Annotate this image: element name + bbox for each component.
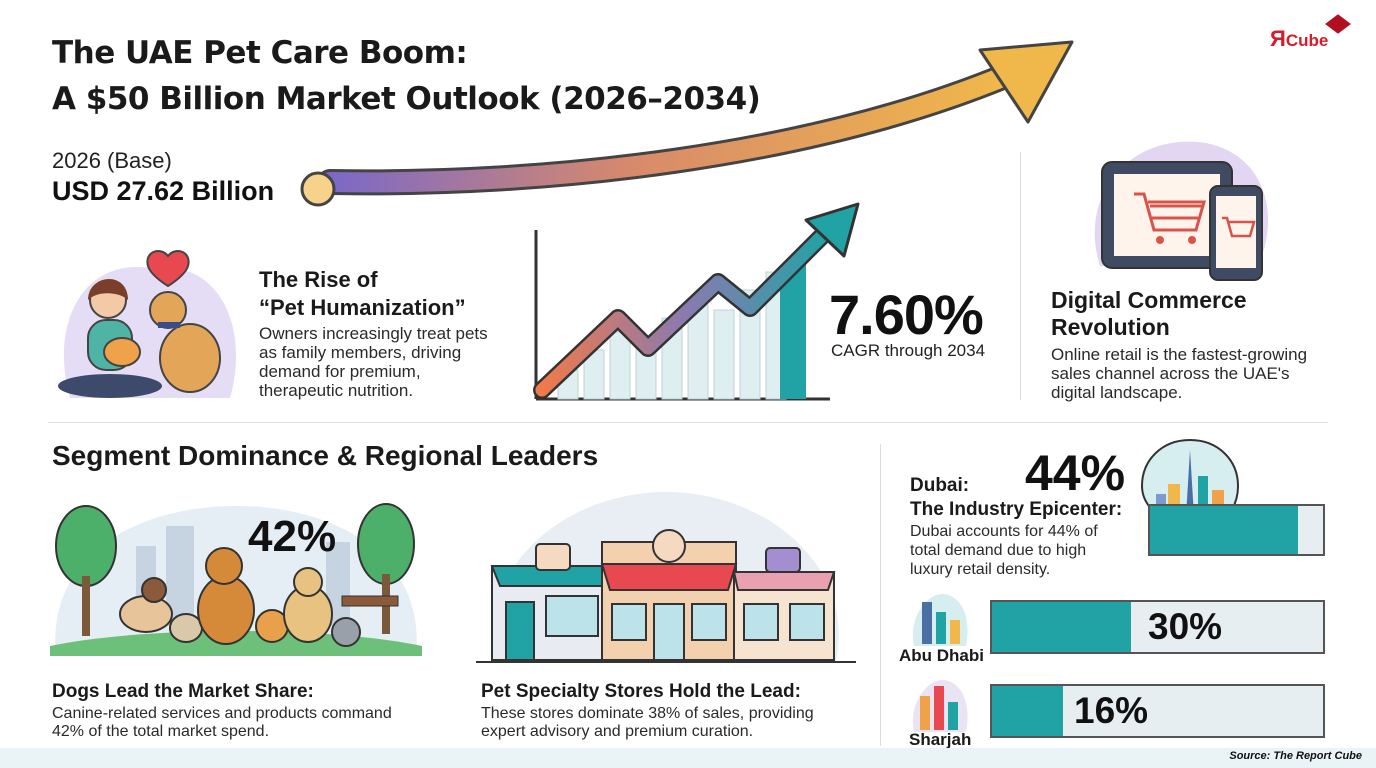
humanization-body: Owners increasingly treat pets as family… <box>259 324 488 400</box>
digital-title-line-1: Digital Commerce <box>1051 287 1247 313</box>
abu-dhabi-pct: 30% <box>1148 606 1223 647</box>
segment-heading: Segment Dominance & Regional Leaders <box>52 440 599 471</box>
dubai-body-line-1: Dubai accounts for 44% of <box>910 523 1098 540</box>
stores-body-line-1: These stores dominate 38% of sales, prov… <box>481 705 814 722</box>
dubai-share-bar <box>1148 504 1325 556</box>
title-line-2: A $50 Billion Market Outlook (2026–2034) <box>52 81 761 117</box>
dubai-share-fill <box>1150 506 1299 554</box>
divider <box>1020 152 1021 400</box>
sharjah-share-bar: 16% <box>990 684 1325 738</box>
humanization-title-line-1: The Rise of <box>259 267 378 292</box>
title-line-1: The UAE Pet Care Boom: <box>52 35 468 71</box>
digital-body-line-3: digital landscape. <box>1051 383 1183 402</box>
online-shopping-illustration <box>1094 141 1269 281</box>
dubai-body-line-2: total demand due to high <box>910 542 1087 559</box>
dubai-body-line-3: luxury retail density. <box>910 561 1051 578</box>
heart-icon <box>146 250 190 288</box>
dubai-pct: 44% <box>1025 445 1126 501</box>
divider <box>880 444 881 746</box>
digital-body-line-2: sales channel across the UAE's <box>1051 364 1290 383</box>
digital-title: Digital Commerce Revolution <box>1051 287 1247 341</box>
paw-icon <box>652 529 686 563</box>
humanization-body-line-3: demand for premium, <box>259 362 421 381</box>
cagr-label: CAGR through 2034 <box>831 341 986 360</box>
pet-stores-illustration <box>476 492 856 663</box>
cart-icon <box>1134 192 1206 232</box>
abu-dhabi-share-fill <box>992 602 1132 652</box>
stores-title: Pet Specialty Stores Hold the Lead: <box>481 681 801 702</box>
base-year-value: USD 27.62 Billion <box>52 176 275 206</box>
section-divider <box>48 422 1328 423</box>
dubai-title: Dubai: The Industry Epicenter: <box>910 474 1122 522</box>
mini-cart-icon <box>1222 216 1256 238</box>
brand-logo: ЯCube <box>1270 14 1352 52</box>
page-title: The UAE Pet Care Boom: A $50 Billion Mar… <box>52 30 761 122</box>
abu-dhabi-skyline-icon <box>912 594 968 646</box>
humanization-title-line-2: “Pet Humanization” <box>259 295 466 320</box>
stores-body-line-2: expert advisory and premium curation. <box>481 723 754 740</box>
dogs-pct: 42% <box>248 512 337 561</box>
humanization-body-line-4: therapeutic nutrition. <box>259 381 414 400</box>
sharjah-pct: 16% <box>1074 690 1149 731</box>
abu-dhabi-label: Abu Dhabi <box>899 646 984 665</box>
footer-band <box>0 748 1376 768</box>
base-year-label: 2026 (Base) <box>52 148 172 173</box>
cube-icon <box>1325 14 1352 34</box>
growth-arrow-icon <box>300 40 1074 207</box>
abu-dhabi-share-bar: 30% <box>990 600 1325 654</box>
dubai-title-line-1: Dubai: <box>910 475 970 496</box>
humanization-title: The Rise of “Pet Humanization” <box>259 266 466 322</box>
digital-body: Online retail is the fastest-growing sal… <box>1051 345 1307 402</box>
cagr-value: 7.60% <box>829 283 984 346</box>
pet-owner-illustration <box>58 250 237 398</box>
dogs-body: Canine-related services and products com… <box>52 705 392 741</box>
dogs-body-line-2: 42% of the total market spend. <box>52 723 270 740</box>
cagr-trend-icon <box>533 202 860 401</box>
paw-sign-icon <box>535 543 571 571</box>
sharjah-skyline-icon <box>912 680 968 732</box>
digital-body-line-1: Online retail is the fastest-growing <box>1051 345 1308 364</box>
stores-body: These stores dominate 38% of sales, prov… <box>481 705 814 741</box>
digital-title-line-2: Revolution <box>1051 314 1170 340</box>
humanization-body-line-1: Owners increasingly treat pets <box>259 324 488 343</box>
sharjah-label: Sharjah <box>909 730 972 749</box>
logo-letter: Я <box>1270 26 1286 51</box>
dubai-title-line-2: The Industry Epicenter: <box>910 499 1123 520</box>
dubai-body: Dubai accounts for 44% of total demand d… <box>910 522 1098 579</box>
dogs-title: Dogs Lead the Market Share: <box>52 681 314 702</box>
humanization-body-line-2: as family members, driving <box>259 343 462 362</box>
source-note: Source: The Report Cube <box>1229 750 1362 762</box>
dogs-park-illustration <box>50 503 422 656</box>
logo-text: Cube <box>1285 31 1329 50</box>
dogs-body-line-1: Canine-related services and products com… <box>52 705 392 722</box>
sharjah-share-fill <box>992 686 1064 736</box>
